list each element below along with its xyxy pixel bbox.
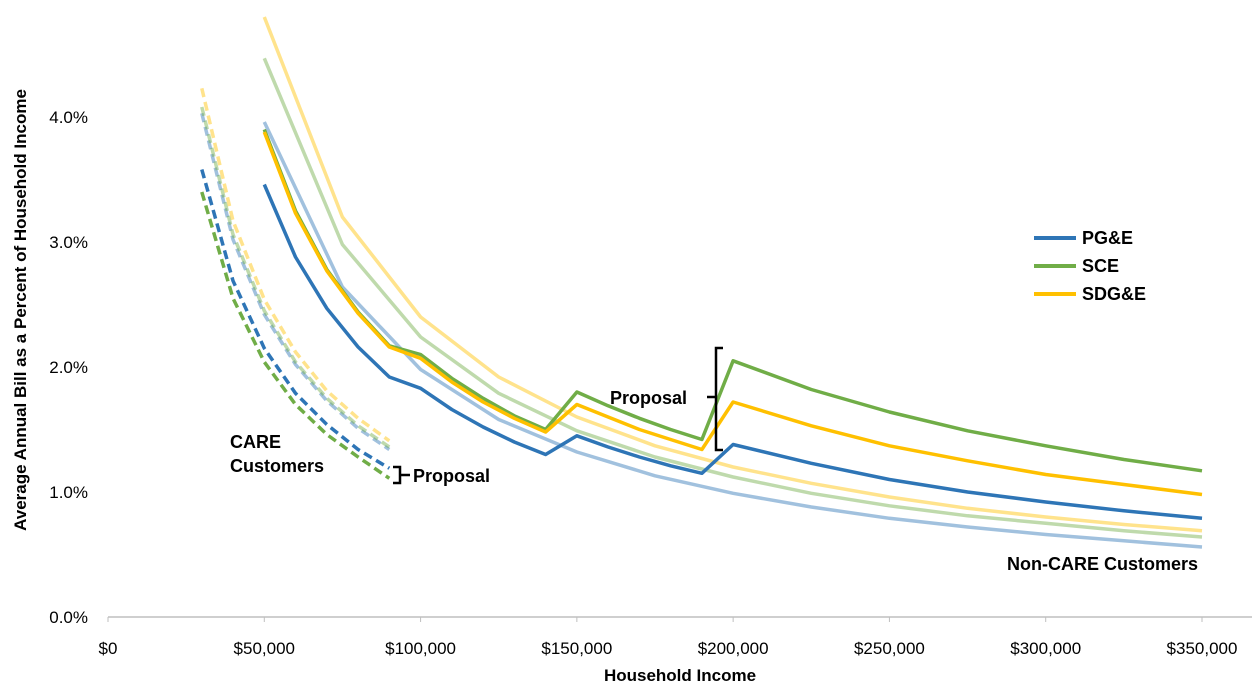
series-line-non-care-proposal-sdg-e xyxy=(262,131,1203,497)
y-axis-ticks: 0.0% 1.0% 2.0% 3.0% 4.0% xyxy=(49,108,88,627)
y-tick-label: 1.0% xyxy=(49,483,88,502)
series-line-care-current-sdg-e xyxy=(200,87,391,443)
x-tick-label: $50,000 xyxy=(234,639,295,658)
series-line-non-care-proposal-pg-e xyxy=(262,183,1203,521)
legend: PG&E SCE SDG&E xyxy=(1034,228,1146,304)
noncare-proposal-bracket xyxy=(707,346,723,452)
series-line-non-care-current-sdg-e xyxy=(262,16,1203,533)
y-tick-label: 0.0% xyxy=(49,608,88,627)
legend-label-sdge: SDG&E xyxy=(1082,284,1146,304)
x-tick-label: $250,000 xyxy=(854,639,925,658)
x-tick-label: $100,000 xyxy=(385,639,456,658)
legend-label-pge: PG&E xyxy=(1082,228,1133,248)
series-lines xyxy=(200,16,1203,549)
series-line-care-proposal-sce xyxy=(200,191,391,480)
series-line-care-proposal-pg-e xyxy=(200,169,391,470)
series-line-care-current-sce xyxy=(200,106,391,449)
care-proposal-label: Proposal xyxy=(413,466,490,486)
series-line-care-current-pg-e xyxy=(200,112,391,451)
x-axis-title: Household Income xyxy=(604,666,756,685)
noncare-customers-label: Non-CARE Customers xyxy=(1007,554,1198,574)
x-tick-label: $350,000 xyxy=(1167,639,1238,658)
y-tick-label: 4.0% xyxy=(49,108,88,127)
x-tick-label: $150,000 xyxy=(541,639,612,658)
x-tick-label: $0 xyxy=(99,639,118,658)
series-line-non-care-proposal-sce xyxy=(262,128,1203,473)
care-customers-label-line2: Customers xyxy=(230,456,324,476)
series-line-non-care-current-sce xyxy=(262,57,1203,539)
y-tick-label: 3.0% xyxy=(49,233,88,252)
y-tick-label: 2.0% xyxy=(49,358,88,377)
care-customers-label-line1: CARE xyxy=(230,432,281,452)
x-axis-ticks: $0 $50,000 $100,000 $150,000 $200,000 $250,00… xyxy=(99,617,1238,658)
legend-label-sce: SCE xyxy=(1082,256,1119,276)
y-axis-title: Average Annual Bill as a Percent of Hous… xyxy=(11,89,30,531)
care-proposal-bracket xyxy=(393,465,410,485)
noncare-proposal-label: Proposal xyxy=(610,388,687,408)
x-tick-label: $200,000 xyxy=(698,639,769,658)
series-line-non-care-current-pg-e xyxy=(262,121,1203,549)
x-tick-label: $300,000 xyxy=(1010,639,1081,658)
